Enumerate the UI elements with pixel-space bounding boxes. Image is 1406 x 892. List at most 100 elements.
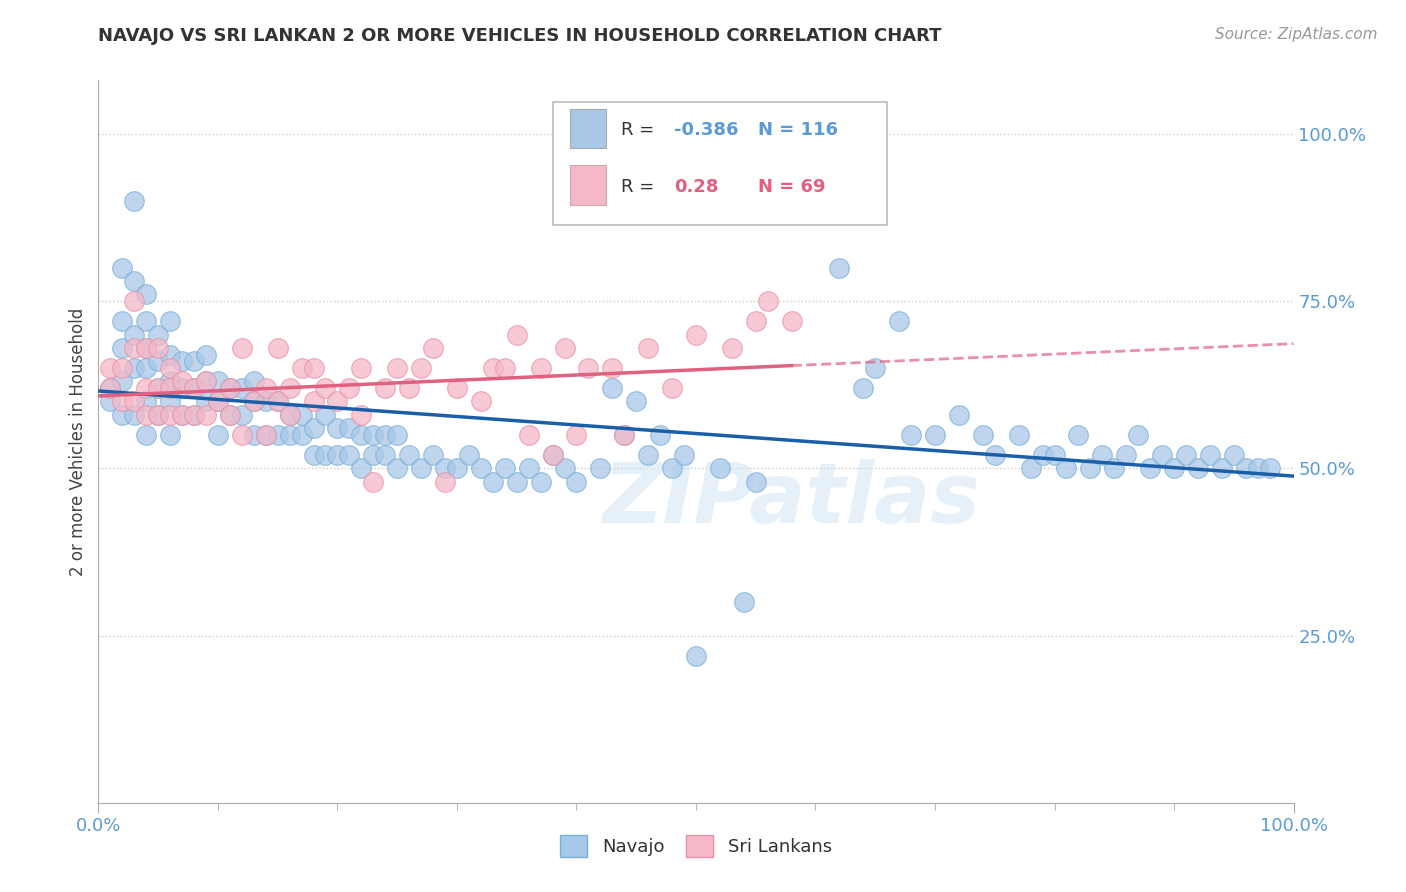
Legend: Navajo, Sri Lankans: Navajo, Sri Lankans xyxy=(551,826,841,866)
Point xyxy=(852,381,875,395)
Point xyxy=(159,427,181,442)
Point xyxy=(1234,461,1257,475)
Point xyxy=(326,421,349,435)
Point xyxy=(517,461,540,475)
Point xyxy=(1043,448,1066,462)
Point xyxy=(148,408,170,422)
Point xyxy=(350,361,373,376)
Point xyxy=(148,381,170,395)
Point xyxy=(207,394,229,409)
Point xyxy=(1056,461,1078,475)
Point xyxy=(159,408,181,422)
Point xyxy=(733,595,755,609)
Point xyxy=(124,194,146,208)
Point xyxy=(159,314,181,328)
Text: R =: R = xyxy=(620,178,665,196)
Point xyxy=(1152,448,1174,462)
Point xyxy=(685,327,707,342)
Point xyxy=(589,461,612,475)
Point xyxy=(517,427,540,442)
Point xyxy=(135,427,157,442)
Point xyxy=(111,394,134,409)
Point xyxy=(135,381,157,395)
Point xyxy=(159,348,181,362)
Point xyxy=(98,394,122,409)
Point xyxy=(554,461,576,475)
Point xyxy=(637,448,659,462)
Point xyxy=(350,427,373,442)
Point xyxy=(302,448,325,462)
Point xyxy=(385,461,409,475)
Point xyxy=(673,448,696,462)
Point xyxy=(446,461,468,475)
Point xyxy=(111,341,134,355)
Point xyxy=(267,394,290,409)
Point xyxy=(219,408,242,422)
Point xyxy=(1067,427,1090,442)
Point xyxy=(159,394,181,409)
Point xyxy=(446,381,468,395)
Point xyxy=(1163,461,1185,475)
Point xyxy=(648,427,672,442)
Point xyxy=(243,394,266,409)
Point xyxy=(1019,461,1042,475)
Text: NAVAJO VS SRI LANKAN 2 OR MORE VEHICLES IN HOUSEHOLD CORRELATION CHART: NAVAJO VS SRI LANKAN 2 OR MORE VEHICLES … xyxy=(98,27,942,45)
Point xyxy=(195,408,218,422)
Point xyxy=(135,341,157,355)
Point xyxy=(661,381,683,395)
Point xyxy=(98,381,122,395)
Point xyxy=(231,408,253,422)
Point xyxy=(363,427,385,442)
Point xyxy=(148,408,170,422)
Point xyxy=(124,361,146,376)
Point xyxy=(98,381,122,395)
Point xyxy=(745,314,768,328)
Point xyxy=(243,375,266,389)
Point xyxy=(326,448,349,462)
Point xyxy=(148,354,170,368)
Point xyxy=(780,314,803,328)
Point xyxy=(1211,461,1233,475)
Point xyxy=(434,475,457,489)
Point xyxy=(374,381,396,395)
Point xyxy=(278,427,301,442)
Point xyxy=(756,294,779,309)
Point xyxy=(183,408,205,422)
Point xyxy=(494,461,516,475)
Point xyxy=(135,408,157,422)
Point xyxy=(602,381,624,395)
Point xyxy=(124,341,146,355)
Point xyxy=(207,427,229,442)
Point xyxy=(207,375,229,389)
Point xyxy=(267,394,290,409)
Point xyxy=(183,381,205,395)
Point xyxy=(1032,448,1054,462)
Point xyxy=(148,381,170,395)
Point xyxy=(339,448,361,462)
Point xyxy=(231,341,253,355)
Point xyxy=(530,361,553,376)
Point xyxy=(243,394,266,409)
Point xyxy=(530,475,553,489)
Point xyxy=(159,381,181,395)
Point xyxy=(374,448,396,462)
Point xyxy=(111,408,134,422)
Point xyxy=(1115,448,1137,462)
Point xyxy=(793,180,815,194)
Point xyxy=(124,327,146,342)
Point xyxy=(865,361,887,376)
Point xyxy=(172,375,194,389)
Point xyxy=(291,427,314,442)
Y-axis label: 2 or more Vehicles in Household: 2 or more Vehicles in Household xyxy=(69,308,87,575)
Point xyxy=(1091,448,1114,462)
Point xyxy=(159,361,181,376)
Point xyxy=(183,354,205,368)
Point xyxy=(578,361,600,376)
Point xyxy=(315,448,337,462)
Point xyxy=(565,427,588,442)
Point xyxy=(458,448,481,462)
Point xyxy=(613,427,636,442)
Point xyxy=(267,427,290,442)
Point xyxy=(254,394,277,409)
Point xyxy=(541,448,564,462)
